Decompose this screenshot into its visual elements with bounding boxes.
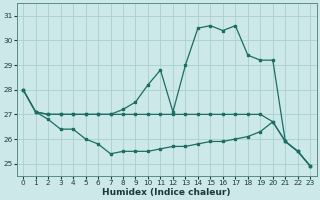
X-axis label: Humidex (Indice chaleur): Humidex (Indice chaleur): [102, 188, 231, 197]
